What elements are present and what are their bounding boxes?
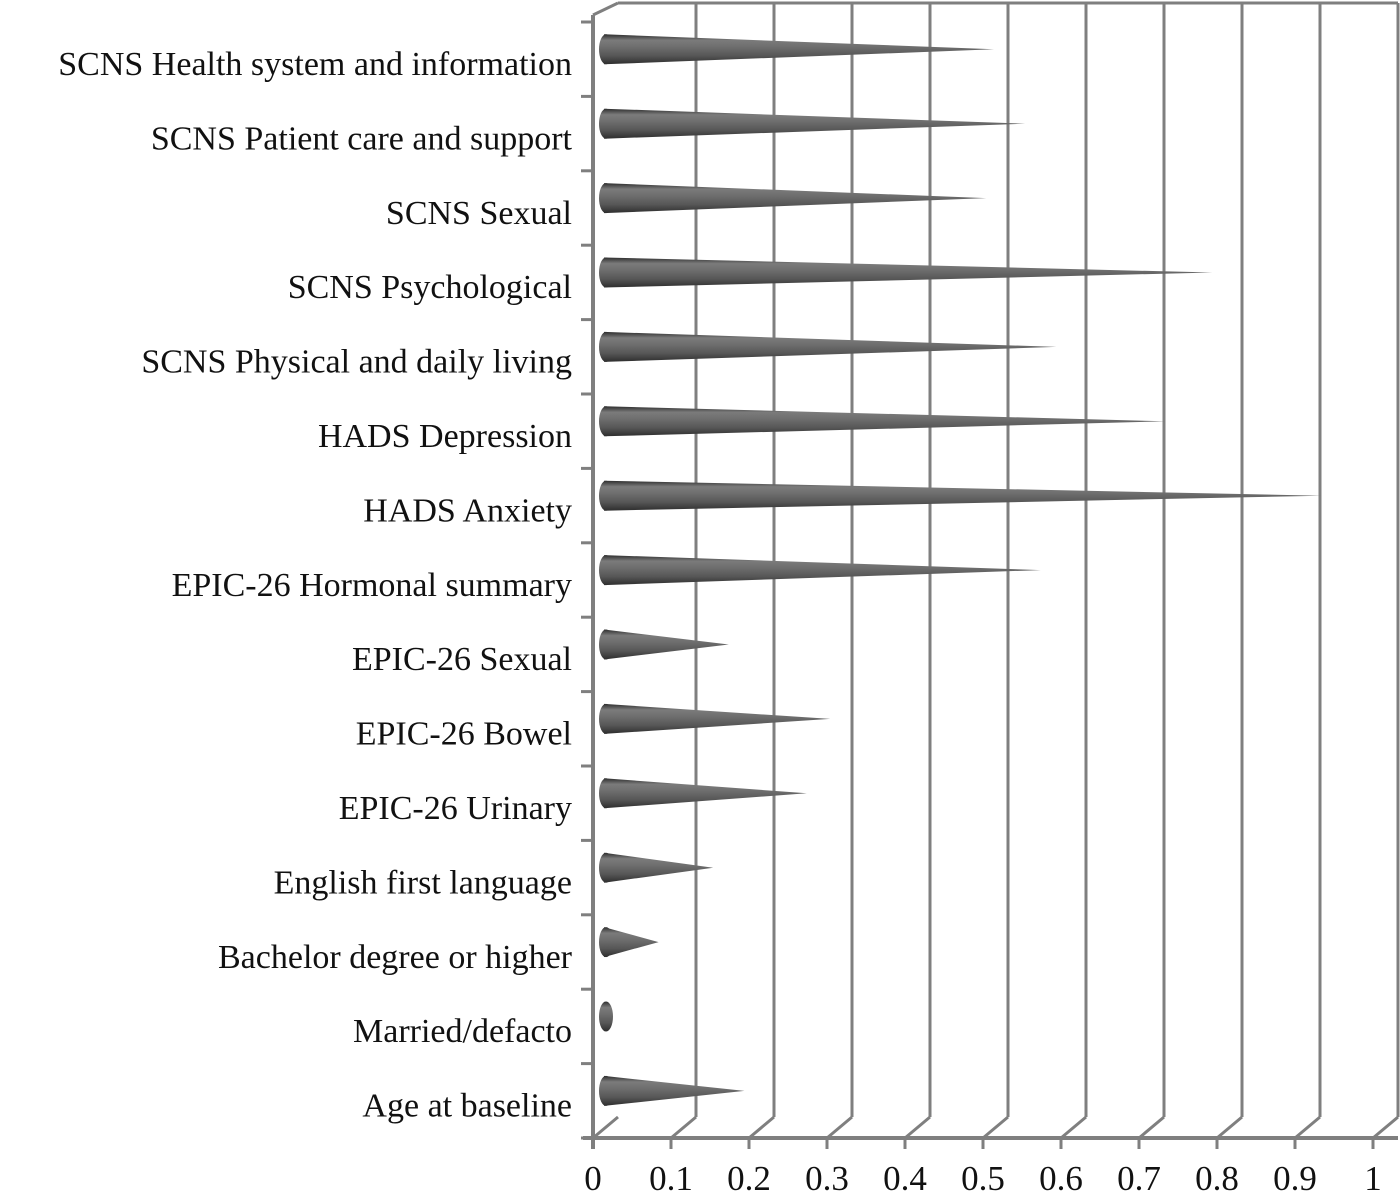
- category-label: Married/defacto: [353, 1013, 572, 1050]
- category-label: EPIC-26 Hormonal summary: [172, 567, 572, 604]
- floor-bevel: [826, 1115, 853, 1140]
- cone-bar: [599, 183, 987, 214]
- floor-bevel: [1216, 1115, 1243, 1140]
- floor-bevel: [1372, 1115, 1399, 1140]
- floor-bevel: [670, 1115, 697, 1140]
- cone-body: [604, 480, 1322, 511]
- cone-body: [604, 331, 1057, 362]
- x-tick-label: 0.2: [727, 1159, 771, 1197]
- category-label: SCNS Psychological: [288, 269, 572, 306]
- cone-bar: [599, 852, 714, 883]
- cone-base-cap: [599, 1001, 613, 1032]
- category-label: SCNS Physical and daily living: [141, 344, 572, 381]
- cone-body: [604, 555, 1041, 586]
- cone-body: [604, 257, 1213, 288]
- cone-body: [604, 703, 831, 734]
- category-label: EPIC-26 Bowel: [356, 716, 572, 753]
- cone-bar: [599, 778, 807, 809]
- cone-bar: [599, 629, 729, 660]
- cone-bar: [599, 331, 1057, 362]
- cone-bar: [599, 1075, 745, 1106]
- cone-bar: [599, 703, 831, 734]
- x-tick-label: 0.1: [649, 1159, 693, 1197]
- cone-base-cap: [599, 629, 613, 660]
- cone-bar: [599, 257, 1213, 288]
- cone-bar: [599, 1001, 613, 1032]
- floor-bevel: [1060, 1115, 1087, 1140]
- corner-bevel: [592, 1, 619, 17]
- cone-base-cap: [599, 480, 613, 511]
- cone-base-cap: [599, 331, 613, 362]
- category-label: Age at baseline: [362, 1088, 572, 1125]
- cone-base-cap: [599, 34, 613, 65]
- category-label: Bachelor degree or higher: [218, 939, 573, 976]
- cone-base-cap: [599, 183, 613, 214]
- floor-bevel: [982, 1115, 1009, 1140]
- category-label: HADS Depression: [318, 418, 572, 455]
- cone-body: [604, 406, 1166, 437]
- cone-body: [604, 629, 729, 660]
- cone-bar: [599, 406, 1166, 437]
- x-tick-label: 0: [584, 1159, 602, 1197]
- cone-body: [604, 927, 659, 958]
- cone-base-cap: [599, 406, 613, 437]
- cone-body: [604, 34, 994, 65]
- cone-base-cap: [599, 108, 613, 139]
- floor-bevel: [1294, 1115, 1321, 1140]
- cone-bar: [599, 927, 659, 958]
- cone-body: [604, 778, 807, 809]
- cone-base-cap: [599, 1075, 613, 1106]
- x-tick-label: 0.3: [805, 1159, 849, 1197]
- cone-bar: [599, 108, 1026, 139]
- x-tick-label: 1: [1364, 1159, 1382, 1197]
- x-tick-label: 0.4: [883, 1159, 927, 1197]
- category-label: SCNS Health system and information: [58, 46, 572, 83]
- x-tick-label: 0.8: [1195, 1159, 1239, 1197]
- category-label: English first language: [274, 864, 572, 901]
- floor-bevel: [1138, 1115, 1165, 1140]
- cone-bar: [599, 555, 1041, 586]
- category-label: SCNS Patient care and support: [151, 120, 573, 157]
- cone-base-cap: [599, 257, 613, 288]
- cone-base-cap: [599, 555, 613, 586]
- cone-body: [604, 852, 714, 883]
- x-tick-label: 0.5: [961, 1159, 1005, 1197]
- cone-body: [604, 183, 987, 214]
- x-tick-label: 0.7: [1117, 1159, 1161, 1197]
- cone-base-cap: [599, 927, 613, 958]
- x-tick-label: 0.6: [1039, 1159, 1083, 1197]
- cone-body: [604, 1075, 745, 1106]
- category-label: EPIC-26 Urinary: [339, 790, 572, 827]
- cone-bar: [599, 480, 1322, 511]
- floor-bevel: [904, 1115, 931, 1140]
- cone-body: [604, 108, 1026, 139]
- cone-base-cap: [599, 703, 613, 734]
- category-label: EPIC-26 Sexual: [352, 641, 572, 678]
- floor-bevel: [592, 1115, 619, 1140]
- cone-bar: [599, 34, 994, 65]
- cone-base-cap: [599, 852, 613, 883]
- x-tick-label: 0.9: [1273, 1159, 1317, 1197]
- cone-base-cap: [599, 778, 613, 809]
- floor-bevel: [748, 1115, 775, 1140]
- category-label: SCNS Sexual: [386, 195, 572, 232]
- category-label: HADS Anxiety: [363, 492, 572, 529]
